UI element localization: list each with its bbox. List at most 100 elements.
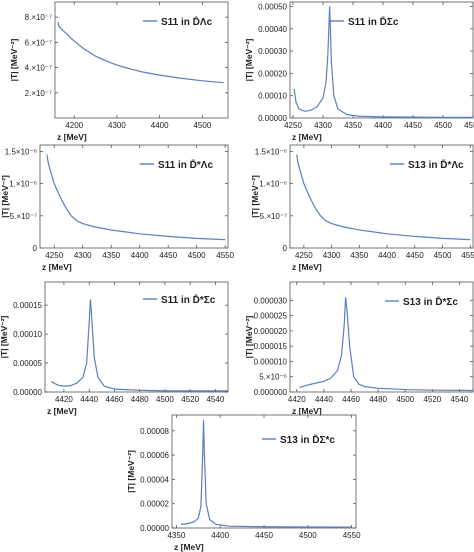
y-tick-label: 0.000030 bbox=[254, 296, 288, 305]
chart-panel-4: 4250 4300 4350 4400 4450 4500 4550 0 5.×10⁻⁷ 1.×1… bbox=[250, 144, 474, 272]
y-tick-label: 6.×10⁻⁷ bbox=[25, 38, 52, 47]
y-tick-label: 0.00000 bbox=[13, 388, 42, 397]
chart-panel-5: 4420 4440 4460 4480 4500 4520 4540 0.00000 0.000… bbox=[0, 281, 229, 416]
x-tick-label: 4350 bbox=[350, 251, 368, 260]
x-tick-label: 4550 bbox=[343, 531, 361, 540]
x-tick-label: 4300 bbox=[314, 121, 332, 130]
legend-label: S11 in D̄*Λc bbox=[158, 159, 213, 171]
y-axis-label: |T| [MeV⁻²] bbox=[0, 315, 9, 358]
y-tick-label: 0.00004 bbox=[140, 475, 169, 484]
x-tick-label: 4420 bbox=[55, 395, 73, 404]
y-tick-label: 0.00015 bbox=[13, 301, 42, 310]
x-tick-label: 4400 bbox=[151, 121, 169, 130]
x-axis-label: z [MeV] bbox=[47, 406, 77, 416]
x-tick-label: 4540 bbox=[451, 395, 469, 404]
x-tick-label: 4450 bbox=[159, 251, 177, 260]
plot-frame bbox=[289, 144, 474, 249]
chart-panel-2: 4250 4300 4350 4400 4450 4500 4550 0.00000 0.000… bbox=[244, 1, 474, 142]
x-tick-label: 4350 bbox=[344, 121, 362, 130]
x-tick-label: 4300 bbox=[74, 251, 92, 260]
y-tick-label: 4.×10⁻⁷ bbox=[25, 64, 52, 73]
plot-frame bbox=[54, 1, 229, 119]
y-tick-label: 1.5×10⁻⁶ bbox=[255, 147, 287, 156]
plot-frame bbox=[289, 281, 474, 393]
x-tick-label: 4500 bbox=[396, 395, 414, 404]
x-tick-label: 4540 bbox=[206, 395, 224, 404]
chart-panel-3: 4250 4300 4350 4400 4450 4500 4550 0 5.×10⁻⁷ 1.×1… bbox=[0, 144, 235, 272]
x-tick-label: 4550 bbox=[461, 251, 474, 260]
x-tick-label: 4350 bbox=[102, 251, 120, 260]
y-tick-label: 0.000000 bbox=[254, 388, 288, 397]
x-tick-label: 4500 bbox=[299, 531, 317, 540]
chart-panel-1: 4200 4300 4400 4500 2.×10⁻⁷ 4.×10⁻⁷ 6.×10⁻⁷ 8.×… bbox=[9, 1, 229, 142]
y-tick-label: 0.00010 bbox=[13, 330, 42, 339]
x-axis-label: z [MeV] bbox=[42, 262, 72, 272]
y-axis-label: |T| [MeV⁻²] bbox=[244, 38, 254, 81]
legend-label: S13 in D̄*Λc bbox=[408, 159, 464, 171]
y-tick-label: 0.00050 bbox=[258, 2, 287, 11]
x-tick-label: 4400 bbox=[378, 251, 396, 260]
y-tick-label: 0.000015 bbox=[254, 342, 288, 351]
x-tick-label: 4300 bbox=[108, 121, 126, 130]
y-tick-label: 0.00040 bbox=[258, 25, 287, 34]
x-tick-label: 4520 bbox=[181, 395, 199, 404]
series-line bbox=[299, 297, 474, 392]
x-tick-label: 4520 bbox=[423, 395, 441, 404]
series-line bbox=[180, 419, 352, 528]
series-line bbox=[46, 154, 226, 241]
x-tick-label: 4480 bbox=[369, 395, 387, 404]
chart-panel-6: 4420 4440 4460 4480 4500 4520 4540 0.000000 5.×1… bbox=[244, 281, 474, 416]
y-tick-label: 1.×10⁻⁶ bbox=[259, 180, 287, 189]
plot-frame bbox=[39, 144, 229, 249]
y-tick-label: 0.00000 bbox=[258, 114, 287, 123]
y-tick-label: 0.00030 bbox=[258, 47, 287, 56]
x-tick-label: 4250 bbox=[45, 251, 63, 260]
plot-frame bbox=[44, 281, 229, 393]
y-tick-label: 0.00002 bbox=[140, 500, 169, 509]
x-tick-label: 4500 bbox=[193, 121, 211, 130]
y-tick-label: 0.00008 bbox=[140, 427, 169, 436]
x-tick-label: 4440 bbox=[80, 395, 98, 404]
x-axis-label: z [MeV] bbox=[57, 132, 87, 142]
y-tick-label: 5.×10⁻⁷ bbox=[260, 212, 287, 221]
x-tick-label: 4450 bbox=[255, 531, 273, 540]
x-tick-label: 4450 bbox=[404, 121, 422, 130]
x-axis-label: z [MeV] bbox=[174, 542, 204, 552]
x-tick-label: 4250 bbox=[284, 121, 302, 130]
chart-panel-7: 4350 4400 4450 4500 4550 0.00000 0.00002 0.0000… bbox=[126, 414, 361, 552]
legend-label: S13 in D̄*Σc bbox=[403, 296, 458, 308]
series-line bbox=[57, 22, 224, 84]
y-tick-label: 0.00005 bbox=[13, 359, 42, 368]
x-axis-label: z [MeV] bbox=[292, 406, 322, 416]
plot-frame bbox=[289, 1, 474, 119]
y-tick-label: 5.×10⁻⁶ bbox=[259, 373, 287, 382]
y-tick-label: 0.00020 bbox=[258, 69, 287, 78]
x-axis-label: z [MeV] bbox=[292, 262, 322, 272]
x-tick-label: 4450 bbox=[406, 251, 424, 260]
series-line bbox=[51, 299, 228, 392]
legend-label: S13 in D̄Σ*c bbox=[280, 434, 335, 446]
x-tick-label: 4550 bbox=[216, 251, 234, 260]
x-axis-label: z [MeV] bbox=[292, 132, 322, 142]
legend-label: S11 in D̄Σc bbox=[348, 16, 399, 28]
x-tick-label: 4420 bbox=[288, 395, 306, 404]
x-tick-label: 4350 bbox=[167, 531, 185, 540]
y-tick-label: 5.×10⁻⁷ bbox=[10, 212, 37, 221]
x-tick-label: 4500 bbox=[434, 121, 452, 130]
x-tick-label: 4200 bbox=[65, 121, 83, 130]
x-tick-label: 4440 bbox=[315, 395, 333, 404]
y-tick-label: 0 bbox=[33, 244, 38, 253]
x-tick-label: 4400 bbox=[374, 121, 392, 130]
y-tick-label: 1.5×10⁻⁶ bbox=[5, 147, 37, 156]
y-tick-label: 2.×10⁻⁷ bbox=[25, 89, 52, 98]
x-tick-label: 4550 bbox=[464, 121, 474, 130]
y-axis-label: |T| [MeV⁻²] bbox=[126, 450, 136, 493]
y-tick-label: 0.000020 bbox=[254, 327, 288, 336]
y-tick-label: 0.00006 bbox=[140, 451, 169, 460]
x-tick-label: 4480 bbox=[131, 395, 149, 404]
x-tick-label: 4250 bbox=[295, 251, 313, 260]
y-axis-label: |T| [MeV⁻²] bbox=[0, 175, 10, 218]
y-tick-label: 0.00010 bbox=[258, 92, 287, 101]
x-tick-label: 4500 bbox=[434, 251, 452, 260]
